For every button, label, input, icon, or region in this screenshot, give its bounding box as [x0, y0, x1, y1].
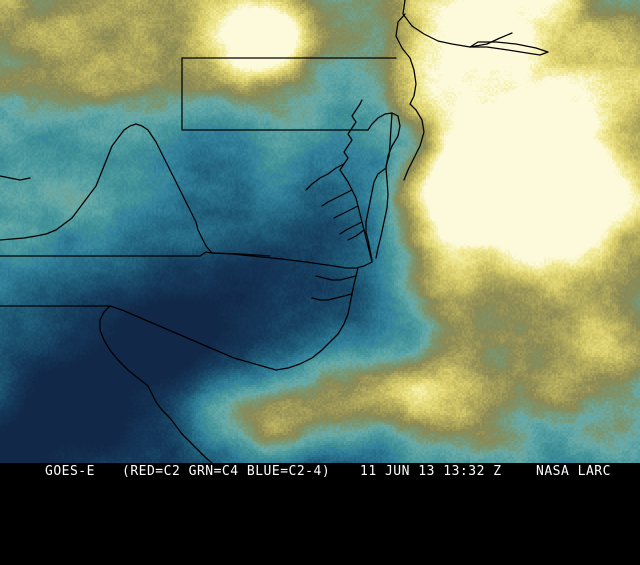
caption-bar: GOES-E (RED=C2 GRN=C4 BLUE=C2-4) 11 JUN …: [0, 463, 640, 480]
caption-source: NASA LARC: [536, 464, 611, 479]
caption-channels: (RED=C2 GRN=C4 BLUE=C2-4): [122, 464, 331, 479]
satellite-canvas: [0, 0, 640, 463]
caption-datetime: 11 JUN 13 13:32 Z: [360, 464, 502, 479]
caption-satellite: GOES-E: [45, 464, 95, 479]
satellite-raster: [0, 0, 640, 463]
satellite-image-viewer: GOES-E (RED=C2 GRN=C4 BLUE=C2-4) 11 JUN …: [0, 0, 640, 480]
